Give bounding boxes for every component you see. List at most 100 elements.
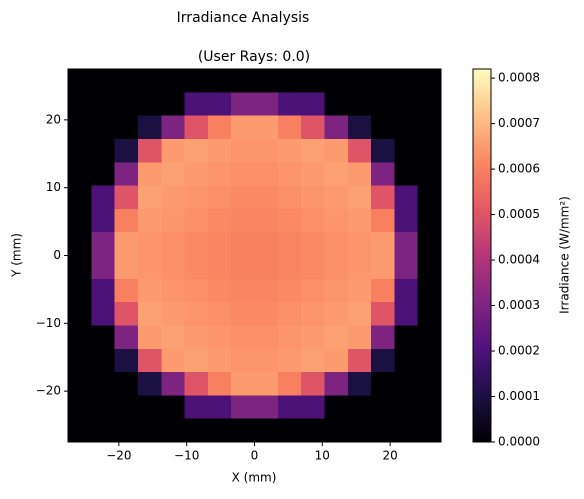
heatmap-cell bbox=[184, 92, 209, 117]
heatmap-cell bbox=[301, 162, 325, 187]
heatmap-cell bbox=[254, 325, 279, 350]
heatmap-cell bbox=[207, 185, 232, 210]
heatmap-cell bbox=[114, 278, 139, 303]
heatmap-cell bbox=[161, 278, 186, 303]
heatmap-cell bbox=[277, 208, 302, 233]
heatmap-cell bbox=[91, 69, 116, 93]
heatmap-cell bbox=[231, 325, 255, 350]
heatmap-cell bbox=[301, 115, 325, 140]
heatmap-cell bbox=[347, 372, 372, 396]
heatmap-cell bbox=[394, 395, 419, 420]
heatmap-cell bbox=[161, 69, 186, 93]
heatmap-cell bbox=[371, 395, 395, 420]
heatmap-cell bbox=[254, 278, 279, 303]
heatmap-cell bbox=[324, 232, 349, 256]
heatmap-cell bbox=[277, 185, 302, 210]
heatmap-cell bbox=[231, 162, 255, 187]
chart-title: Irradiance Analysis bbox=[177, 10, 310, 26]
heatmap-cell bbox=[207, 69, 232, 93]
heatmap-cell bbox=[417, 138, 442, 163]
heatmap-cell bbox=[137, 185, 162, 210]
heatmap-cell bbox=[68, 325, 92, 350]
heatmap-cell bbox=[231, 208, 255, 233]
heatmap-cell bbox=[137, 255, 162, 280]
heatmap-cell bbox=[207, 115, 232, 140]
heatmap-cell bbox=[324, 208, 349, 233]
heatmap-cell bbox=[394, 372, 419, 396]
heatmap-cell bbox=[301, 372, 325, 396]
heatmap-cell bbox=[207, 138, 232, 163]
y-axis-label: Y (mm) bbox=[10, 233, 24, 278]
heatmap-cell bbox=[277, 348, 302, 373]
heatmap-cell bbox=[417, 325, 442, 350]
heatmap-cell bbox=[324, 185, 349, 210]
heatmap-cell bbox=[137, 208, 162, 233]
heatmap-cell bbox=[371, 372, 395, 396]
heatmap-cell bbox=[184, 372, 209, 396]
heatmap-cell bbox=[207, 418, 232, 443]
heatmap-cell bbox=[371, 418, 395, 443]
heatmap-cell bbox=[394, 69, 419, 93]
colorbar-tick-label: 0.0007 bbox=[498, 116, 540, 130]
heatmap-cell bbox=[371, 92, 395, 117]
heatmap-cell bbox=[254, 162, 279, 187]
heatmap-cell bbox=[184, 348, 209, 373]
heatmap-cell bbox=[371, 162, 395, 187]
heatmap-cell bbox=[231, 302, 255, 326]
heatmap-cell bbox=[114, 138, 139, 163]
heatmap-cell bbox=[161, 115, 186, 140]
heatmap-cell bbox=[301, 255, 325, 280]
heatmap-cell bbox=[277, 278, 302, 303]
heatmap-cell bbox=[324, 115, 349, 140]
heatmap-cell bbox=[161, 418, 186, 443]
heatmap-cell bbox=[301, 348, 325, 373]
heatmap-cell bbox=[68, 69, 92, 93]
heatmap-cell bbox=[347, 69, 372, 93]
heatmap-cell bbox=[347, 255, 372, 280]
heatmap-cell bbox=[68, 372, 92, 396]
heatmap-cell bbox=[324, 302, 349, 326]
heatmap-cell bbox=[161, 232, 186, 256]
heatmap-cell bbox=[184, 69, 209, 93]
heatmap-cell bbox=[417, 92, 442, 117]
heatmap-cell bbox=[207, 395, 232, 420]
heatmap-cell bbox=[137, 69, 162, 93]
heatmap-cell bbox=[137, 395, 162, 420]
y-tick-label: −10 bbox=[36, 316, 61, 330]
heatmap-cell bbox=[114, 92, 139, 117]
heatmap-cell bbox=[417, 232, 442, 256]
heatmap-cell bbox=[114, 255, 139, 280]
heatmap-cell bbox=[114, 395, 139, 420]
heatmap-cell bbox=[184, 395, 209, 420]
x-tick-label: 0 bbox=[251, 449, 259, 463]
heatmap-cell bbox=[137, 115, 162, 140]
heatmap-cell bbox=[114, 325, 139, 350]
heatmap-cell bbox=[231, 348, 255, 373]
heatmap-cell bbox=[417, 278, 442, 303]
heatmap-cell bbox=[394, 325, 419, 350]
y-tick-label: 20 bbox=[46, 112, 61, 126]
heatmap-cell bbox=[68, 92, 92, 117]
heatmap-cell bbox=[231, 92, 255, 117]
heatmap-cell bbox=[417, 208, 442, 233]
heatmap-cell bbox=[371, 348, 395, 373]
heatmap-cell bbox=[417, 395, 442, 420]
heatmap-cell bbox=[417, 162, 442, 187]
heatmap-cell bbox=[91, 185, 116, 210]
heatmap-cell bbox=[91, 418, 116, 443]
heatmap-cell bbox=[277, 372, 302, 396]
x-tick-label: −10 bbox=[174, 449, 199, 463]
heatmap-cell bbox=[347, 115, 372, 140]
colorbar-tick-label: 0.0006 bbox=[498, 162, 540, 176]
heatmap-cell bbox=[68, 255, 92, 280]
heatmap-cell bbox=[277, 115, 302, 140]
heatmap-cell bbox=[137, 325, 162, 350]
x-tick-label: −20 bbox=[106, 449, 131, 463]
heatmap-cell bbox=[371, 325, 395, 350]
heatmap-cell bbox=[394, 278, 419, 303]
heatmap-cell bbox=[277, 69, 302, 93]
heatmap-cell bbox=[231, 115, 255, 140]
heatmap-cell bbox=[371, 232, 395, 256]
heatmap-cell bbox=[277, 255, 302, 280]
heatmap-cell bbox=[91, 348, 116, 373]
